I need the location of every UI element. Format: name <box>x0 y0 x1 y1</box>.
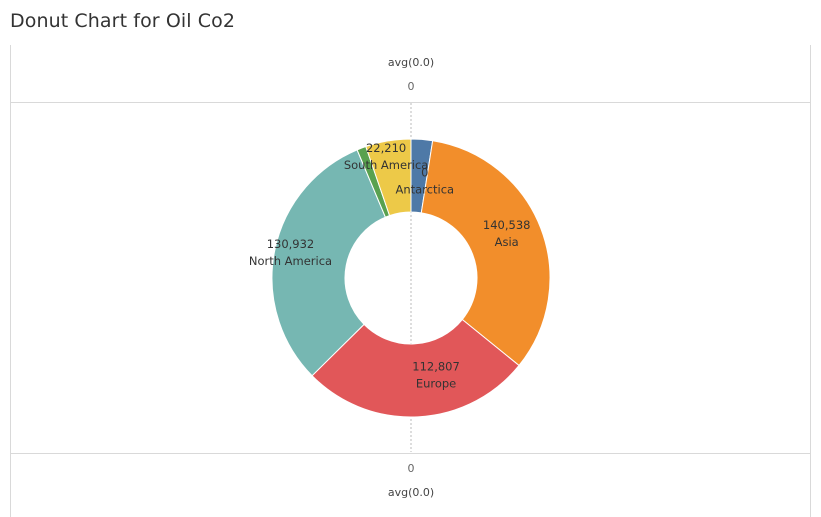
slice-asia[interactable] <box>420 140 551 367</box>
top-axis-tick: 0 <box>407 80 415 93</box>
label-south-america-value-label: 22,210 <box>366 141 406 155</box>
chart-title: Donut Chart for Oil Co2 <box>10 10 236 32</box>
slice-europe[interactable] <box>311 318 520 418</box>
label-europe-value-label: 112,807 <box>412 359 460 373</box>
bottom-axis-line <box>10 453 811 454</box>
label-europe-category-label: Europe <box>416 376 456 390</box>
bottom-axis-tick: 0 <box>407 462 415 475</box>
slice-north-america[interactable] <box>271 149 387 377</box>
label-north-america-value-label: 130,932 <box>267 237 315 251</box>
label-antarctica-category-label: Antarctica <box>395 182 454 196</box>
label-antarctica-value-label: 0 <box>421 165 428 179</box>
top-axis-label: avg(0.0) <box>387 56 435 69</box>
bottom-axis-label: avg(0.0) <box>387 486 435 499</box>
label-asia-category-label: Asia <box>495 235 519 249</box>
chart-frame <box>10 45 811 517</box>
label-north-america-category-label: North America <box>249 254 332 268</box>
label-south-america-category-label: South America <box>344 158 429 172</box>
slice-south-america[interactable] <box>365 138 412 217</box>
label-asia-value-label: 140,538 <box>483 218 531 232</box>
top-axis-line <box>10 102 811 103</box>
